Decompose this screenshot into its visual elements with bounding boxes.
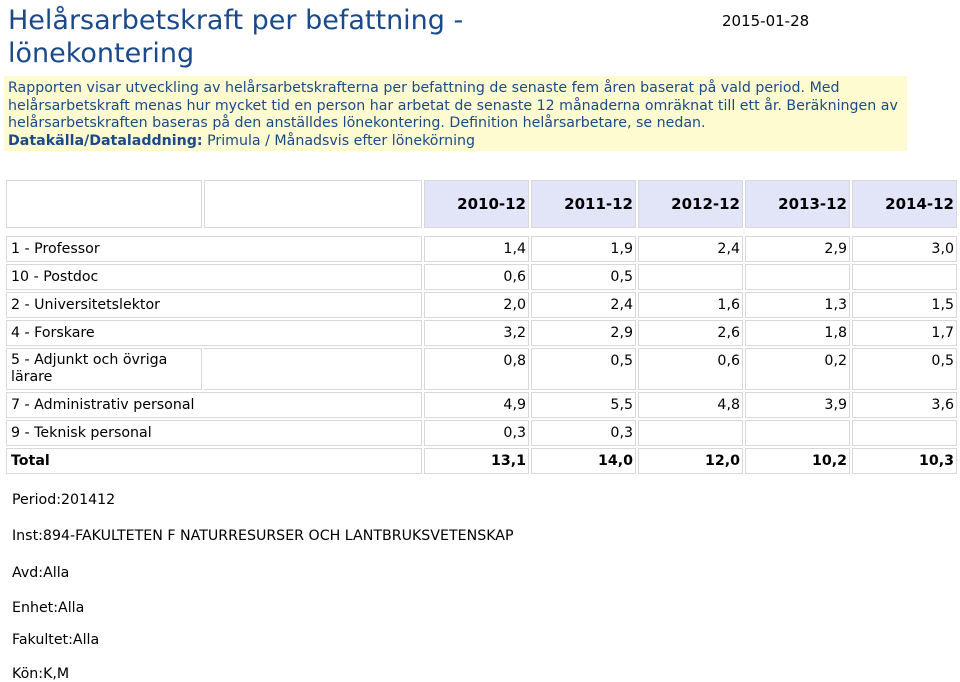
value-cell: 2,9 xyxy=(745,236,850,262)
value-cell: 2,0 xyxy=(424,292,529,318)
value-cell: 2,6 xyxy=(638,320,743,346)
value-cell: 1,5 xyxy=(852,292,957,318)
param-label: Enhet: xyxy=(12,600,59,616)
table-header-row: 2010-12 2011-12 2012-12 2013-12 2014-12 xyxy=(6,180,957,228)
param-fakultet: Fakultet:Alla xyxy=(12,632,99,648)
param-enhet: Enhet:Alla xyxy=(12,600,84,616)
total-value: 10,3 xyxy=(852,448,957,474)
table-row: 10 - Postdoc 0,6 0,5 xyxy=(6,264,957,290)
param-label: Avd: xyxy=(12,565,44,581)
param-value: Alla xyxy=(72,632,100,648)
param-label: Fakultet: xyxy=(12,632,73,648)
source-label: Datakälla/Dataladdning: xyxy=(8,132,203,149)
total-value: 12,0 xyxy=(638,448,743,474)
row-label: 5 - Adjunkt och övriga lärare xyxy=(6,348,202,390)
value-cell: 1,6 xyxy=(638,292,743,318)
param-label: Period: xyxy=(12,492,62,508)
table-row: 2 - Universitetslektor 2,0 2,4 1,6 1,3 1… xyxy=(6,292,957,318)
table-row: 4 - Forskare 3,2 2,9 2,6 1,8 1,7 xyxy=(6,320,957,346)
value-cell xyxy=(638,420,743,446)
source-value: Primula / Månadsvis efter lönekörning xyxy=(207,132,476,149)
value-cell: 3,6 xyxy=(852,392,957,418)
total-label: Total xyxy=(6,448,422,474)
param-avd: Avd:Alla xyxy=(12,565,69,581)
value-cell: 2,4 xyxy=(638,236,743,262)
value-cell: 5,5 xyxy=(531,392,636,418)
year-header: 2011-12 xyxy=(531,180,636,228)
param-inst: Inst:894-FAKULTETEN F NATURRESURSER OCH … xyxy=(12,528,514,544)
report-date: 2015-01-28 xyxy=(722,12,810,30)
header-blank-cell xyxy=(6,180,202,228)
total-value: 13,1 xyxy=(424,448,529,474)
param-value: 201412 xyxy=(61,492,116,508)
param-value: Alla xyxy=(43,565,70,581)
fte-table: 2010-12 2011-12 2012-12 2013-12 2014-12 … xyxy=(4,178,959,476)
value-cell xyxy=(745,420,850,446)
value-cell xyxy=(638,264,743,290)
param-value: Alla xyxy=(58,600,85,616)
value-cell: 0,5 xyxy=(852,348,957,390)
table-row: 1 - Professor 1,4 1,9 2,4 2,9 3,0 xyxy=(6,236,957,262)
total-value: 10,2 xyxy=(745,448,850,474)
info-text: Rapporten visar utveckling av helårsarbe… xyxy=(8,80,898,131)
row-label-spacer xyxy=(204,348,422,390)
param-kon: Kön:K,M xyxy=(12,666,69,682)
value-cell xyxy=(852,420,957,446)
param-label: Inst: xyxy=(12,528,43,544)
value-cell: 0,3 xyxy=(531,420,636,446)
table-row: 7 - Administrativ personal 4,9 5,5 4,8 3… xyxy=(6,392,957,418)
value-cell: 0,6 xyxy=(424,264,529,290)
row-label: 4 - Forskare xyxy=(6,320,422,346)
value-cell: 4,9 xyxy=(424,392,529,418)
param-label: Kön: xyxy=(12,666,44,682)
value-cell: 4,8 xyxy=(638,392,743,418)
value-cell: 0,8 xyxy=(424,348,529,390)
value-cell: 3,0 xyxy=(852,236,957,262)
year-header: 2012-12 xyxy=(638,180,743,228)
year-header: 2010-12 xyxy=(424,180,529,228)
value-cell xyxy=(852,264,957,290)
value-cell xyxy=(745,264,850,290)
value-cell: 2,9 xyxy=(531,320,636,346)
total-row: Total 13,1 14,0 12,0 10,2 10,3 xyxy=(6,448,957,474)
value-cell: 1,8 xyxy=(745,320,850,346)
value-cell: 0,2 xyxy=(745,348,850,390)
total-value: 14,0 xyxy=(531,448,636,474)
value-cell: 2,4 xyxy=(531,292,636,318)
param-value: K,M xyxy=(43,666,70,682)
param-period: Period:201412 xyxy=(12,492,115,508)
header-blank-cell xyxy=(204,180,422,228)
value-cell: 1,3 xyxy=(745,292,850,318)
param-value: 894-FAKULTETEN F NATURRESURSER OCH LANTB… xyxy=(42,528,514,544)
info-box: Rapporten visar utveckling av helårsarbe… xyxy=(4,76,907,151)
value-cell: 0,3 xyxy=(424,420,529,446)
value-cell: 3,9 xyxy=(745,392,850,418)
page-title: Helårsarbetskraft per befattning - lönek… xyxy=(8,5,464,69)
table-row: 5 - Adjunkt och övriga lärare 0,8 0,5 0,… xyxy=(6,348,957,390)
row-label: 7 - Administrativ personal xyxy=(6,392,422,418)
value-cell: 0,6 xyxy=(638,348,743,390)
year-header: 2013-12 xyxy=(745,180,850,228)
row-label: 10 - Postdoc xyxy=(6,264,422,290)
table-row: 9 - Teknisk personal 0,3 0,3 xyxy=(6,420,957,446)
row-label: 9 - Teknisk personal xyxy=(6,420,422,446)
value-cell: 1,9 xyxy=(531,236,636,262)
value-cell: 3,2 xyxy=(424,320,529,346)
value-cell: 1,7 xyxy=(852,320,957,346)
row-label: 1 - Professor xyxy=(6,236,422,262)
value-cell: 0,5 xyxy=(531,348,636,390)
year-header: 2014-12 xyxy=(852,180,957,228)
value-cell: 0,5 xyxy=(531,264,636,290)
row-label: 2 - Universitetslektor xyxy=(6,292,422,318)
value-cell: 1,4 xyxy=(424,236,529,262)
